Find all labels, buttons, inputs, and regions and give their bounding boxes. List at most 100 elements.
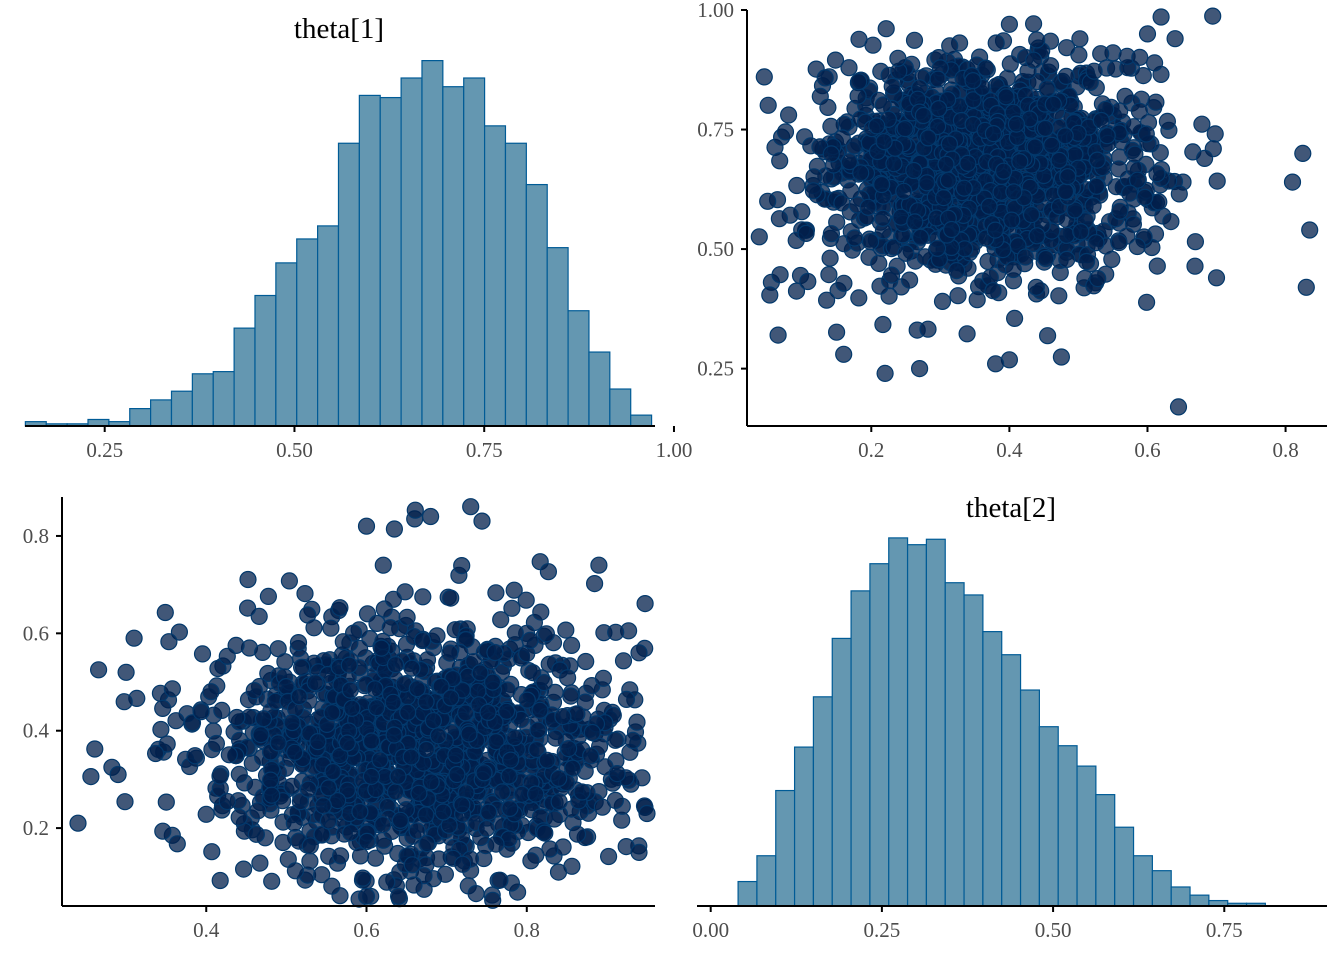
scatter-point <box>301 837 319 855</box>
scatter-point <box>1092 45 1110 63</box>
scatter-point <box>527 785 545 803</box>
scatter-point <box>928 239 947 257</box>
histogram-bar <box>1038 726 1059 907</box>
scatter-point <box>1297 278 1315 296</box>
scatter-point <box>521 631 539 650</box>
scatter-point <box>418 834 436 853</box>
scatter-point <box>986 355 1005 373</box>
histogram-bar <box>442 86 465 427</box>
y-tick-label: 0.6 <box>23 621 49 645</box>
scatter-point <box>799 272 817 291</box>
scatter-point <box>538 751 556 769</box>
scatter-point <box>389 767 407 786</box>
scatter-point <box>885 155 903 173</box>
histogram-bar <box>129 408 152 427</box>
scatter-point <box>864 36 882 54</box>
scatter-point <box>1208 172 1226 190</box>
scatter-point <box>322 619 340 637</box>
scatter-point <box>918 174 936 192</box>
x-tick-label: 0.50 <box>1035 918 1072 942</box>
scatter-point <box>590 556 608 574</box>
scatter-point <box>152 720 170 739</box>
x-tick-label: 0.75 <box>1206 918 1243 942</box>
scatter-point <box>804 182 823 200</box>
scatter-point <box>928 117 947 136</box>
scatter-point <box>398 608 416 626</box>
scatter-point <box>997 88 1015 106</box>
scatter-point <box>230 808 248 826</box>
scatter-point <box>554 707 572 726</box>
scatter-point <box>895 182 913 200</box>
scatter-point <box>408 822 426 840</box>
scatter-point <box>289 633 308 652</box>
scatter-point <box>816 69 834 87</box>
scatter-point <box>968 291 986 309</box>
scatter-point <box>306 674 324 692</box>
scatter-point <box>82 767 100 786</box>
scatter-point <box>539 563 558 581</box>
scatter-point <box>1066 201 1084 219</box>
histogram-bar <box>170 390 193 427</box>
scatter-point <box>313 866 331 884</box>
scatter-point <box>1124 118 1143 136</box>
scatter-point <box>428 627 446 645</box>
scatter-point <box>874 209 892 227</box>
scatter-point <box>291 793 309 811</box>
scatter-point <box>117 663 135 681</box>
scatter-point <box>1022 206 1041 224</box>
scatter-point <box>929 70 947 88</box>
scatter-point <box>840 59 858 77</box>
scatter-point <box>286 862 304 880</box>
scatter-point <box>252 725 270 744</box>
scatter-point <box>460 725 478 743</box>
scatter-point <box>301 852 319 870</box>
scatter-point <box>545 810 564 828</box>
scatter-point <box>1206 125 1224 143</box>
scatter-point <box>987 34 1005 52</box>
scatter-point <box>941 37 959 55</box>
scatter-point <box>624 731 642 750</box>
scatter-point <box>770 210 789 228</box>
scatter-point <box>1036 119 1055 137</box>
scatter-point <box>522 852 540 870</box>
scatter-point <box>577 652 595 671</box>
scatter-point <box>874 96 892 114</box>
scatter-point <box>453 796 471 814</box>
scatter-point <box>402 748 420 766</box>
scatter-point <box>116 793 134 811</box>
scatter-point <box>535 673 553 692</box>
scatter-point <box>378 873 396 891</box>
scatter-point <box>1207 269 1226 287</box>
scatter-point <box>518 691 536 709</box>
scatter-point <box>942 220 961 239</box>
scatter-point <box>492 611 510 629</box>
scatter-point <box>341 681 359 699</box>
scatter-point <box>593 798 612 816</box>
scatter-point <box>251 854 269 872</box>
scatter-point <box>955 179 973 197</box>
scatter-point <box>157 793 175 811</box>
scatter-point <box>875 133 893 151</box>
scatter-point <box>939 171 958 189</box>
scatter-point <box>1110 160 1128 178</box>
panel-title-theta-2: theta[2] <box>966 492 1056 524</box>
scatter-point <box>1204 7 1222 25</box>
scatter-point <box>487 584 505 602</box>
scatter-point <box>305 619 323 637</box>
scatter-point <box>309 732 327 751</box>
scatter-point <box>817 291 836 309</box>
scatter-theta-2-vs-theta-1-panel: 0.4 0.6 0.8 0.2 0.4 0.6 0.8 <box>23 497 656 942</box>
scatter-point <box>358 832 376 851</box>
scatter-point <box>1128 171 1147 189</box>
histogram-bar <box>567 310 590 427</box>
histogram-bar <box>1076 765 1097 907</box>
scatter-point <box>822 117 840 136</box>
x-tick-label: 0.4 <box>996 438 1023 462</box>
histogram-bar <box>525 183 548 427</box>
scatter-point <box>877 20 895 38</box>
scatter-point <box>484 891 502 909</box>
histogram-bar <box>337 142 360 427</box>
scatter-point <box>417 693 435 711</box>
scatter-point <box>1026 138 1044 156</box>
